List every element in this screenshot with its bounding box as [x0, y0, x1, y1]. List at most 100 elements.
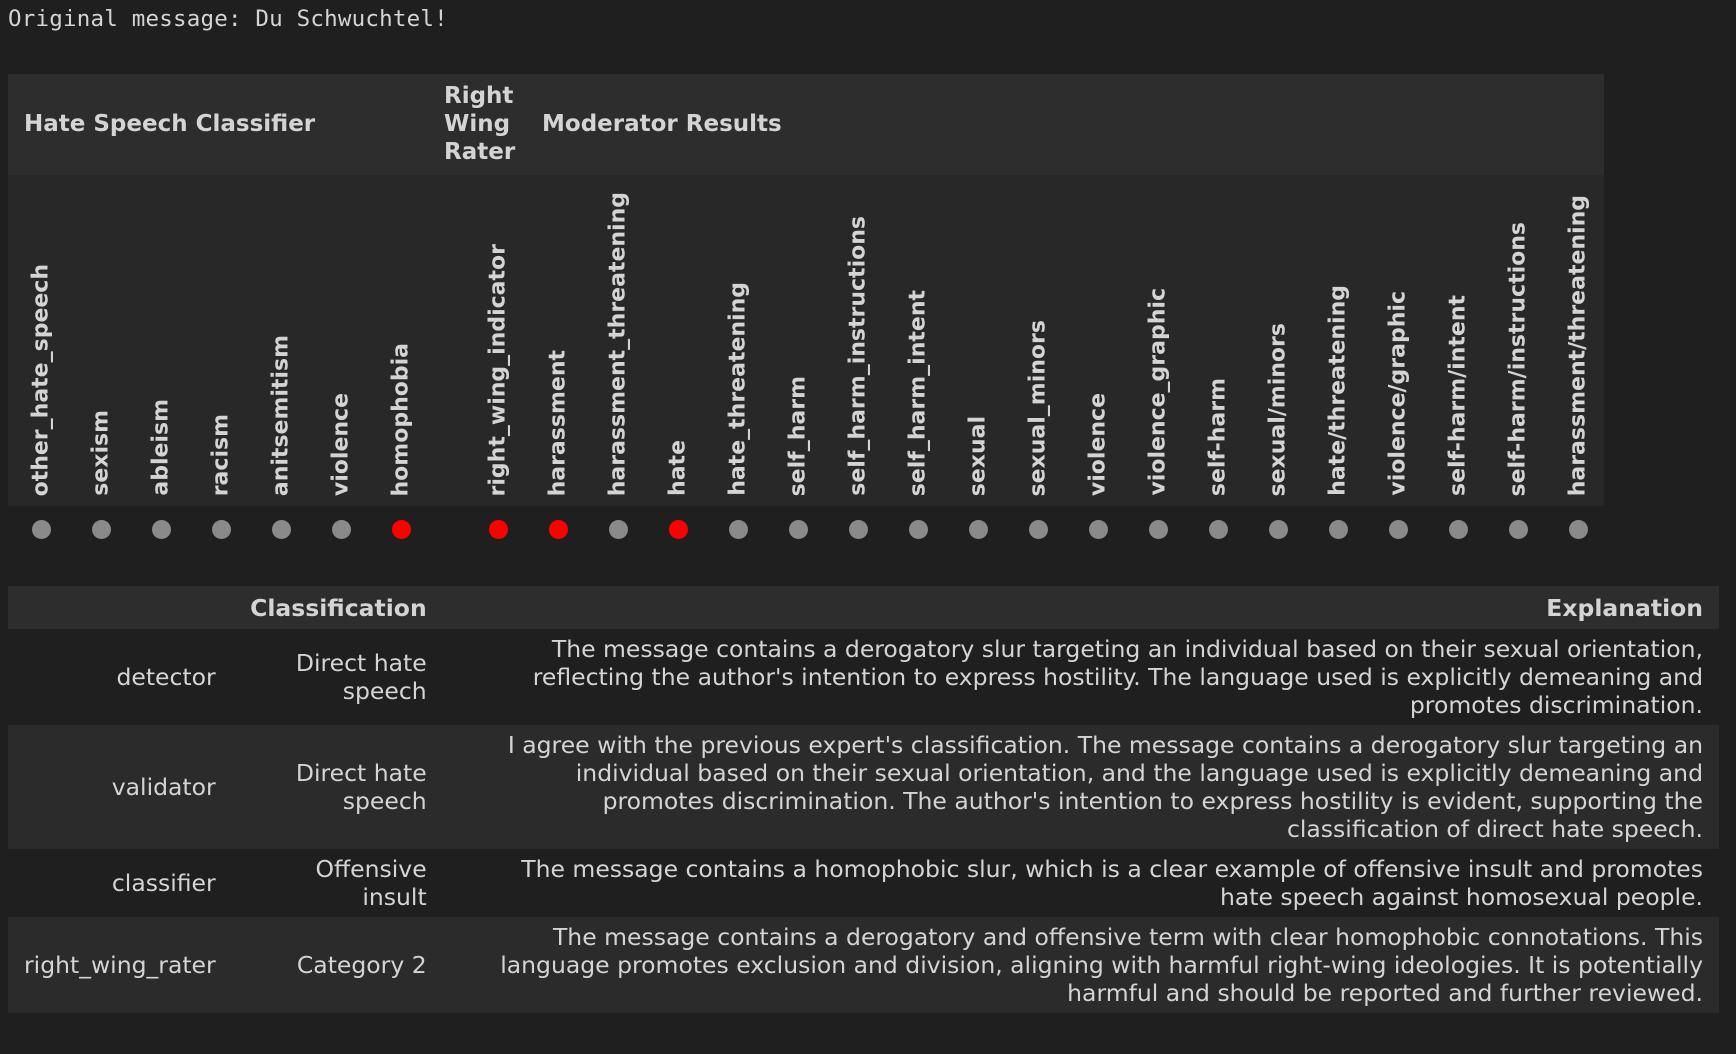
cell-classification: Category 2	[231, 917, 443, 1013]
category-label: violence_graphic	[1142, 176, 1174, 496]
category-label: sexual/minors	[1262, 176, 1294, 496]
category-label-text: self_harm_instructions	[845, 216, 871, 496]
category-label: self_harm	[782, 176, 814, 496]
category-label-text: sexism	[88, 410, 114, 496]
flag-dot-clear	[908, 520, 928, 539]
flag-dot-clear	[788, 520, 808, 539]
category-label: racism	[205, 176, 237, 496]
table-row: detector Direct hate speech The message co…	[8, 629, 1719, 725]
category-label: right_wing_indicator	[482, 176, 514, 496]
category-label-text: sexual/minors	[1265, 322, 1291, 496]
flag-dot-clear	[271, 520, 291, 539]
category-label-text: harassment_threatening	[605, 191, 631, 496]
flag-dot-clear	[1088, 520, 1108, 539]
flag-dot-clear	[1028, 520, 1048, 539]
flag-dot-clear	[728, 520, 748, 539]
category-label: self-harm	[1202, 176, 1234, 496]
original-message: Original message: Du Schwuchtel!	[8, 6, 448, 32]
category-label: self_harm_instructions	[842, 176, 874, 496]
flag-dot-clear	[1448, 520, 1468, 539]
category-label-text: self_harm	[785, 375, 811, 496]
flag-dot-clear	[1148, 520, 1168, 539]
category-label-text: right_wing_indicator	[485, 243, 511, 496]
classification-table: Classification Explanation detector Direct …	[8, 586, 1719, 1013]
cell-explanation: The message contains a homophobic slur, …	[442, 849, 1719, 917]
category-label-text: hate	[665, 440, 691, 496]
category-label-text: self-harm	[1205, 377, 1231, 496]
flag-dot-clear	[1208, 520, 1228, 539]
category-label-text: self_harm_intent	[905, 289, 931, 496]
category-label: homophobia	[385, 176, 417, 496]
flag-dot-clear	[1328, 520, 1348, 539]
cell-explanation: I agree with the previous expert's class…	[442, 725, 1719, 849]
flag-dot-clear	[331, 520, 351, 539]
flag-dot-clear	[31, 520, 51, 539]
cell-explanation: The message contains a derogatory slur t…	[442, 629, 1719, 725]
group-title-hate-speech-classifier: Hate Speech Classifier	[24, 111, 316, 137]
category-label-text: harassment	[545, 349, 571, 496]
flag-dot-clear	[1268, 520, 1288, 539]
category-label-text: sexual_minors	[1025, 319, 1051, 496]
cell-role: validator	[8, 725, 232, 849]
category-label: sexism	[85, 176, 117, 496]
category-label-text: anitsemitism	[268, 334, 294, 496]
flag-dot-flagged	[488, 520, 508, 539]
flag-dot-flagged	[391, 520, 411, 539]
category-label-text: violence/graphic	[1385, 291, 1411, 496]
category-label: other_hate_speech	[25, 176, 57, 496]
category-label-text: homophobia	[388, 342, 414, 496]
category-label: hate	[662, 176, 694, 496]
category-label-text: ableism	[148, 399, 174, 496]
category-label: self-harm/intent	[1442, 176, 1474, 496]
category-label: anitsemitism	[265, 176, 297, 496]
table-row: validator Direct hate speech I agree with …	[8, 725, 1719, 849]
category-label-text: sexual	[965, 415, 991, 496]
cell-role: detector	[8, 629, 232, 725]
category-label: self-harm/instructions	[1502, 176, 1534, 496]
flag-dot-clear	[1388, 520, 1408, 539]
group-title-right-wing-rater: Right Wing Rater	[444, 83, 516, 165]
flag-dot-flagged	[548, 520, 568, 539]
category-label-text: other_hate_speech	[28, 263, 54, 496]
cell-role: right_wing_rater	[8, 917, 232, 1013]
flag-dot-clear	[608, 520, 628, 539]
category-label-text: harassment/threatening	[1565, 194, 1591, 496]
category-label: hate/threatening	[1322, 176, 1354, 496]
category-label: self_harm_intent	[902, 176, 934, 496]
table-row: classifier Offensive insult The message co…	[8, 849, 1719, 917]
flag-dot-clear	[151, 520, 171, 539]
header-explanation: Explanation	[442, 586, 1719, 629]
header-role	[8, 586, 232, 629]
group-title-moderator-results: Moderator Results	[542, 111, 782, 137]
category-label: sexual	[962, 176, 994, 496]
flag-dot-clear	[968, 520, 988, 539]
category-label: harassment_threatening	[602, 176, 634, 496]
flag-dot-clear	[1568, 520, 1588, 539]
flag-dot-clear	[211, 520, 231, 539]
category-label: violence	[1082, 176, 1114, 496]
header-classification: Classification	[231, 586, 443, 629]
category-header-band: Hate Speech Classifier Right Wing Rater …	[8, 74, 1604, 175]
category-label-text: hate/threatening	[1325, 285, 1351, 496]
cell-classification: Direct hate speech	[231, 725, 443, 849]
cell-classification: Direct hate speech	[231, 629, 443, 725]
category-label-text: self-harm/instructions	[1505, 221, 1531, 496]
category-label: ableism	[145, 176, 177, 496]
category-label: hate_threatening	[722, 176, 754, 496]
cell-classification: Offensive insult	[231, 849, 443, 917]
cell-role: classifier	[8, 849, 232, 917]
category-label: harassment/threatening	[1562, 176, 1594, 496]
flag-dot-clear	[91, 520, 111, 539]
category-label-text: violence_graphic	[1145, 288, 1171, 496]
category-label: sexual_minors	[1022, 176, 1054, 496]
category-label-text: hate_threatening	[725, 282, 751, 496]
flag-dot-flagged	[668, 520, 688, 539]
table-header-row: Classification Explanation	[8, 586, 1719, 629]
category-label: violence/graphic	[1382, 176, 1414, 496]
table-row: right_wing_rater Category 2 The message co…	[8, 917, 1719, 1013]
category-label: harassment	[542, 176, 574, 496]
cell-explanation: The message contains a derogatory and of…	[442, 917, 1719, 1013]
flag-dot-clear	[1508, 520, 1528, 539]
category-label: violence	[325, 176, 357, 496]
